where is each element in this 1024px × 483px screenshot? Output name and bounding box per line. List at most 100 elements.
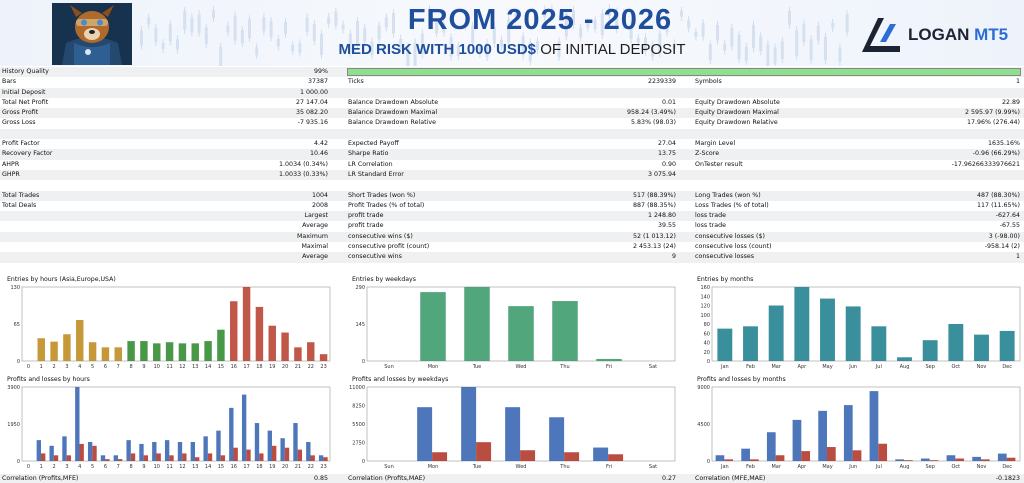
y-tick-label: 130 [10, 285, 20, 291]
stats-row: Profit Factor 4.42 Expected Payoff 27.04 Mar… [0, 139, 1024, 149]
candle-body [752, 24, 755, 49]
x-tick-label: 6 [104, 364, 107, 370]
x-tick-label: Fri [606, 464, 612, 470]
x-tick-label: 7 [117, 464, 120, 470]
profit-bar [62, 436, 67, 461]
stat-label: Recovery Factor [2, 150, 53, 158]
chart-title: Entries by weekdays [352, 276, 416, 283]
stat-label: GHPR [2, 170, 20, 178]
stat-label: Total Deals [2, 201, 37, 209]
x-tick-label: 14 [205, 464, 211, 470]
stat-label: LR Correlation [348, 160, 393, 168]
stat-value: 2 595.97 (9.99%) [965, 109, 1020, 117]
y-tick-label: 160 [700, 285, 710, 291]
bar [820, 298, 835, 361]
candle-body [543, 9, 547, 18]
profit-bar [549, 417, 565, 461]
stat-label: AHPR [2, 160, 20, 168]
x-tick-label: 12 [179, 364, 185, 370]
stat-value: Largest [304, 212, 328, 220]
x-tick-label: 19 [269, 464, 275, 470]
stats-row: History Quality 99% [0, 67, 1024, 78]
candle-body [168, 24, 172, 42]
profit-bar [792, 419, 802, 461]
correlation-label: Correlation (Profits,MFE) [2, 475, 79, 482]
candle-body [557, 41, 561, 58]
candle-body [449, 37, 453, 57]
profit-bar [946, 455, 956, 461]
candle-body [276, 38, 280, 47]
stat-label: Symbols [695, 78, 722, 86]
stats-row [0, 128, 1024, 140]
profit-bar [843, 405, 853, 461]
x-tick-label: 8 [129, 364, 132, 370]
stat-label: loss trade [695, 222, 726, 230]
stat-value: 958.24 (3.49%) [627, 109, 676, 117]
stat-label: Loss Trades (% of total) [695, 201, 769, 209]
stat-value: 1004 [311, 191, 328, 199]
stat-label: consecutive wins [348, 253, 402, 261]
bar [552, 301, 578, 361]
candle-body [831, 22, 835, 28]
stat-value: 3 (-98.00) [988, 232, 1020, 240]
x-tick-label: Fri [606, 364, 612, 370]
candle-body [161, 43, 165, 49]
stat-value: 0.90 [661, 160, 676, 168]
x-tick-label: Sep [925, 364, 934, 370]
candle-body [377, 25, 381, 40]
profit-bar [177, 442, 183, 461]
candle-body [154, 28, 158, 43]
candle-body [838, 47, 842, 62]
correlation-label: Correlation (MFE,MAE) [695, 475, 766, 482]
x-tick-label: 4 [78, 364, 81, 370]
x-tick-label: 2 [52, 464, 55, 470]
bar [140, 341, 148, 361]
x-tick-label: 4 [78, 464, 81, 470]
stat-label: Profit Factor [2, 140, 40, 148]
x-tick-label: May [822, 464, 832, 470]
bar [717, 328, 733, 361]
candlestick-background [140, 4, 849, 66]
loss-bar [955, 458, 965, 461]
bar [165, 342, 174, 361]
candle-body [197, 14, 201, 34]
x-tick-label: 8 [129, 464, 132, 470]
x-tick-label: 22 [308, 464, 314, 470]
stat-value: -17.96266333976621 [951, 160, 1020, 168]
stat-value: -0.96 (66.29%) [972, 150, 1020, 158]
bar [307, 342, 315, 361]
x-tick-label: Thu [559, 364, 569, 370]
y-tick-label: 9000 [697, 385, 710, 391]
stat-value: -958.14 (2) [984, 243, 1020, 251]
stat-value: 39.55 [657, 222, 676, 230]
candle-body [147, 17, 151, 25]
x-tick-label: Mon [428, 364, 439, 370]
candle-body [183, 11, 187, 30]
plot-area [366, 386, 676, 462]
candle-body [651, 45, 655, 57]
candle-body [284, 22, 287, 34]
loss-bar [66, 455, 72, 461]
bar [420, 292, 446, 361]
chart-title: Profits and losses by hours [7, 376, 90, 383]
y-tick-label: 0 [17, 459, 20, 465]
stats-row: Gross Loss -7 935.16 Balance Drawdown Rela… [0, 118, 1024, 128]
candle-body [370, 41, 374, 56]
chart-4: 0 1950 3900 0 1 2 3 4 5 6 7 8 9 10 11 12 13 14 15 16 17 18 19 2… [0, 375, 336, 475]
profit-bar [306, 442, 311, 461]
x-tick-label: 17 [243, 464, 249, 470]
stat-label: Equity Drawdown Maximal [695, 109, 779, 117]
y-tick-label: 8250 [352, 404, 365, 410]
x-tick-label: 13 [192, 464, 198, 470]
x-tick-label: 12 [179, 464, 185, 470]
loss-bar [182, 453, 187, 461]
x-tick-label: Jun [848, 364, 857, 370]
stat-value: 5.83% (98.03) [631, 119, 676, 127]
candle-body [406, 46, 410, 66]
bar [464, 287, 490, 361]
y-tick-label: 40 [704, 341, 710, 347]
candle-body [298, 43, 302, 53]
loss-bar [432, 452, 448, 461]
stat-value: Maximum [296, 232, 328, 240]
stats-row: Total Trades 1004 Short Trades (won %) 517 … [0, 190, 1024, 201]
